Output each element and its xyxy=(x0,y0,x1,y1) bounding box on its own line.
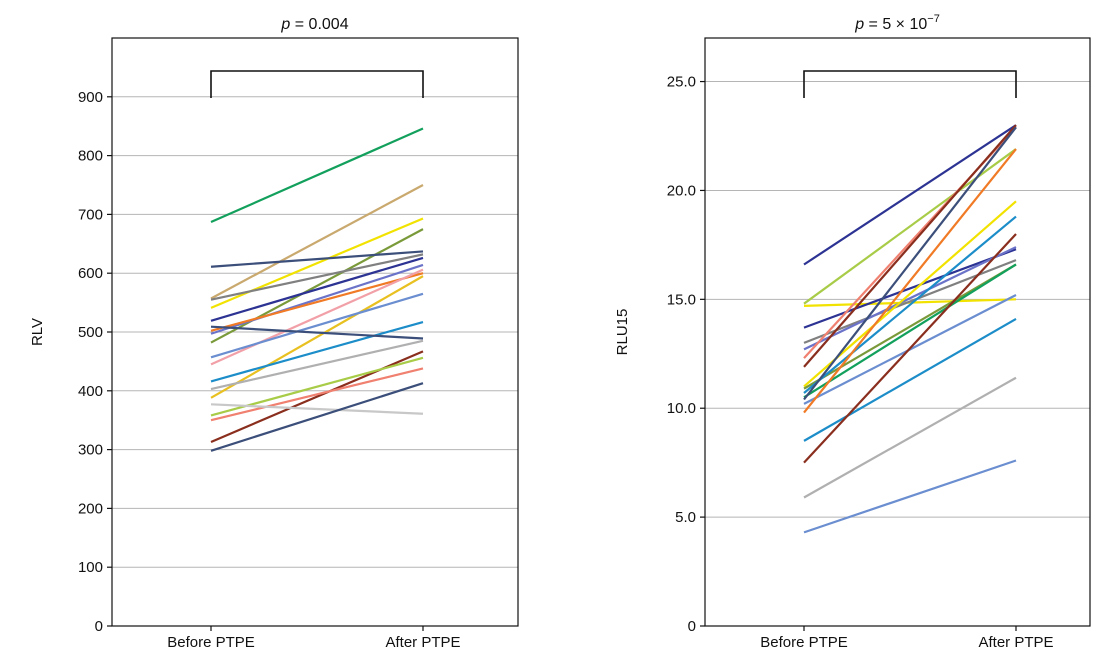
plot-frame xyxy=(704,37,1091,627)
chart-title: p = 5 × 10−7 xyxy=(854,13,940,33)
x-tick-label: After PTPE xyxy=(978,634,1053,651)
chart-title: p = 0.004 xyxy=(280,16,348,33)
y-tick-label: 300 xyxy=(78,442,103,459)
series-line-18 xyxy=(803,376,1017,499)
significance-bracket xyxy=(210,70,424,98)
y-tick-label: 10.0 xyxy=(667,400,696,417)
significance-bracket xyxy=(803,70,1017,98)
series-line-17 xyxy=(803,233,1017,464)
title-p-symbol: p xyxy=(280,16,290,33)
series-line-14 xyxy=(210,325,424,340)
series-line-19 xyxy=(803,459,1017,534)
series-line-4 xyxy=(210,228,424,344)
series-line-13 xyxy=(803,126,1017,401)
y-tick-label: 15.0 xyxy=(667,291,696,308)
y-tick-label: 0 xyxy=(95,618,103,635)
series-line-12 xyxy=(210,292,424,359)
x-tick-label: After PTPE xyxy=(385,634,460,651)
y-tick-label: 5.0 xyxy=(675,509,696,526)
series-line-9 xyxy=(210,272,424,332)
title-value: = 5 × 10 xyxy=(864,16,927,33)
panel-right-rlu15: 0 5.0 10.0 15.0 20.0 25.0 Before PTPE After PTP… xyxy=(614,13,1091,651)
y-tick-label: 800 xyxy=(78,148,103,165)
series-line-7 xyxy=(210,256,424,322)
series-line-8 xyxy=(803,124,1017,368)
series-line-1 xyxy=(210,127,424,224)
title-value: = 0.004 xyxy=(290,16,348,33)
series-line-5 xyxy=(210,250,424,268)
series-line-5 xyxy=(803,259,1017,344)
y-tick-label: 600 xyxy=(78,265,103,282)
panel-left-rlv: 0 100 200 300 400 500 600 700 800 900 Before PTPE A… xyxy=(29,16,519,651)
title-p-symbol: p xyxy=(854,16,864,33)
y-tick-label: 900 xyxy=(78,89,103,106)
x-tick-label: Before PTPE xyxy=(760,634,848,651)
series-line-11 xyxy=(803,215,1017,394)
y-tick-label: 0 xyxy=(688,618,696,635)
series-line-8 xyxy=(210,263,424,335)
y-tick-label: 400 xyxy=(78,383,103,400)
series-line-1 xyxy=(803,124,1017,266)
x-tick-label: Before PTPE xyxy=(167,634,255,651)
series-line-10 xyxy=(210,268,424,366)
y-tick-label: 700 xyxy=(78,206,103,223)
series-line-15 xyxy=(803,148,1017,414)
y-tick-label: 20.0 xyxy=(667,182,696,199)
series-line-19 xyxy=(210,403,424,415)
title-exponent: −7 xyxy=(927,13,940,25)
y-tick-label: 25.0 xyxy=(667,74,696,91)
y-axis-label: RLU15 xyxy=(614,309,631,356)
series-line-12 xyxy=(803,263,1017,399)
series-line-6 xyxy=(803,246,1017,351)
series-line-6 xyxy=(210,253,424,301)
y-tick-label: 200 xyxy=(78,500,103,517)
series-line-16 xyxy=(803,317,1017,442)
series-line-18 xyxy=(210,367,424,422)
series-line-2 xyxy=(803,148,1017,305)
series-line-11 xyxy=(210,275,424,399)
series-line-15 xyxy=(210,339,424,391)
y-axis-label: RLV xyxy=(29,318,46,346)
series-line-17 xyxy=(210,356,424,417)
y-tick-label: 100 xyxy=(78,559,103,576)
series-line-10 xyxy=(803,263,1017,390)
series-line-4 xyxy=(803,248,1017,329)
series-line-2 xyxy=(210,184,424,300)
series-line-20 xyxy=(210,382,424,452)
series-line-13 xyxy=(210,320,424,383)
y-tick-label: 500 xyxy=(78,324,103,341)
